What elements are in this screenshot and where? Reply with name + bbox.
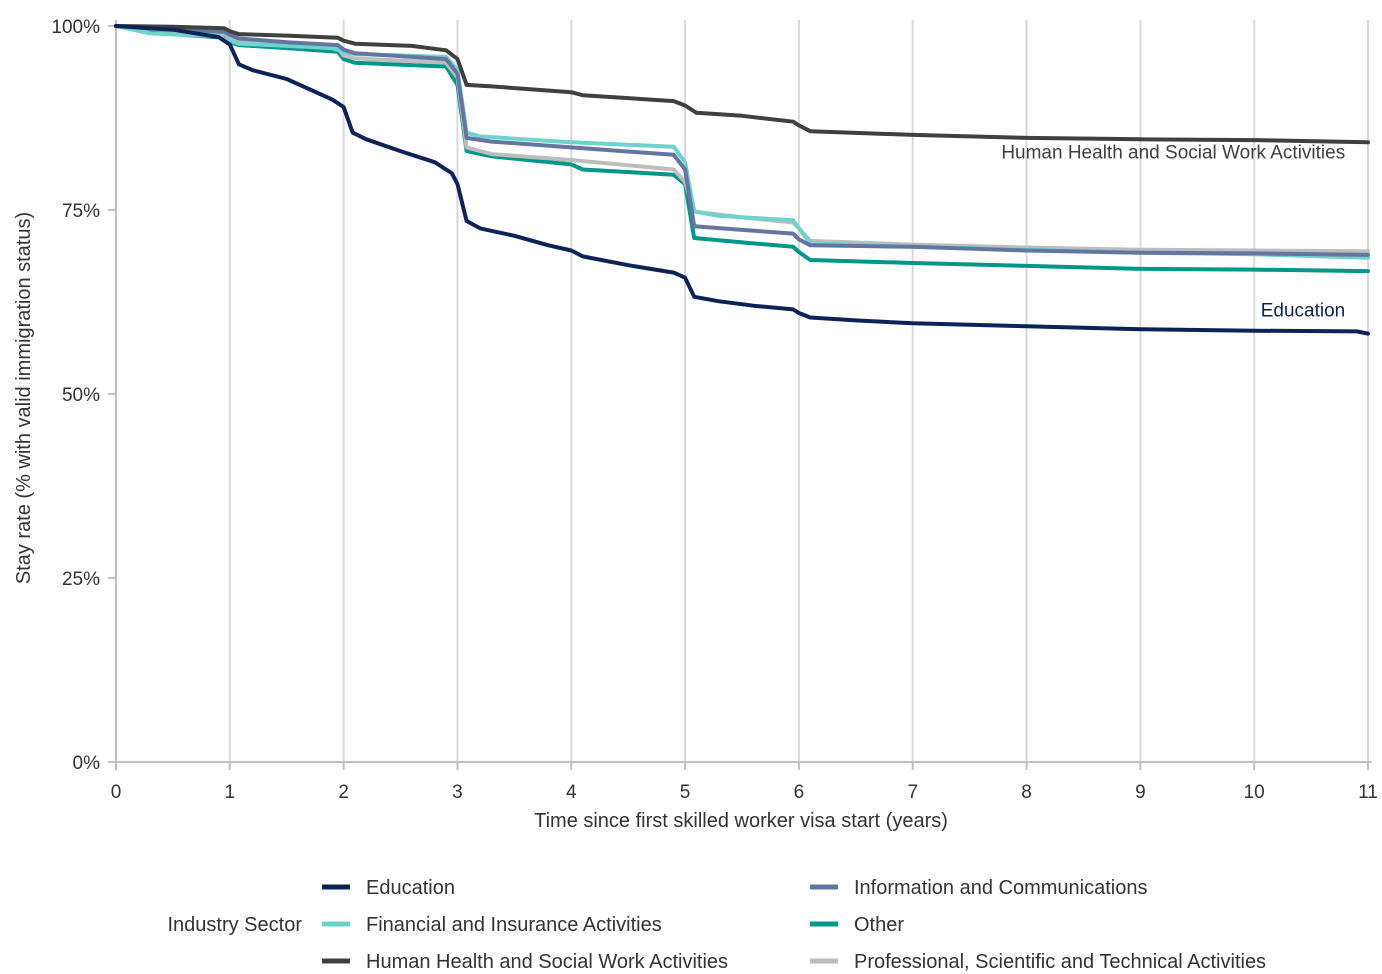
legend-label-education: Education <box>366 877 455 899</box>
x-tick-label-6: 6 <box>794 782 805 803</box>
x-tick-label-5: 5 <box>680 782 691 803</box>
x-tick-label-9: 9 <box>1135 782 1146 803</box>
y-tick-label-100: 100% <box>51 17 100 38</box>
x-tick-label-0: 0 <box>111 782 122 803</box>
legend: Industry Sector Education Financial and I… <box>167 877 1266 973</box>
legend-label-other: Other <box>854 914 904 936</box>
legend-label-financial-and-insurance-activities: Financial and Insurance Activities <box>366 914 662 936</box>
x-tick-label-7: 7 <box>907 782 918 803</box>
x-axis-title: Time since first skilled worker visa sta… <box>534 810 948 832</box>
annotations: Human Health and Social Work Activities E… <box>1001 142 1345 321</box>
axes: 0 1 2 3 4 5 6 7 8 9 10 11 0% 25% 50% 75% 100% <box>51 17 1377 803</box>
series-line-professional-scientific-and-technical-activities <box>114 24 1370 254</box>
legend-label-human-health-and-social-work-activities: Human Health and Social Work Activities <box>366 951 728 973</box>
x-tick-label-8: 8 <box>1021 782 1032 803</box>
x-tick-label-10: 10 <box>1244 782 1265 803</box>
series-lines <box>114 24 1370 336</box>
legend-label-professional-scientific-and-technical-activities: Professional, Scientific and Technical A… <box>854 951 1266 973</box>
y-tick-label-0: 0% <box>73 753 101 774</box>
grid-lines <box>228 20 1369 762</box>
y-tick-label-50: 50% <box>62 385 100 406</box>
series-line-information-and-communications <box>114 24 1370 257</box>
x-tick-label-11: 11 <box>1358 782 1378 803</box>
x-tick-label-4: 4 <box>566 782 577 803</box>
annotation-0: Human Health and Social Work Activities <box>1001 142 1345 163</box>
x-tick-label-1: 1 <box>225 782 236 803</box>
x-tick-label-3: 3 <box>452 782 463 803</box>
y-tick-label-25: 25% <box>62 569 100 590</box>
series-line-education <box>114 24 1370 336</box>
y-axis-title: Stay rate (% with valid immigration stat… <box>13 212 35 584</box>
annotation-1: Education <box>1261 301 1346 322</box>
legend-label-information-and-communications: Information and Communications <box>854 877 1147 899</box>
series-line-human-health-and-social-work-activities <box>114 24 1370 145</box>
y-tick-label-75: 75% <box>62 201 100 222</box>
legend-title: Industry Sector <box>167 914 302 936</box>
x-tick-label-2: 2 <box>338 782 349 803</box>
